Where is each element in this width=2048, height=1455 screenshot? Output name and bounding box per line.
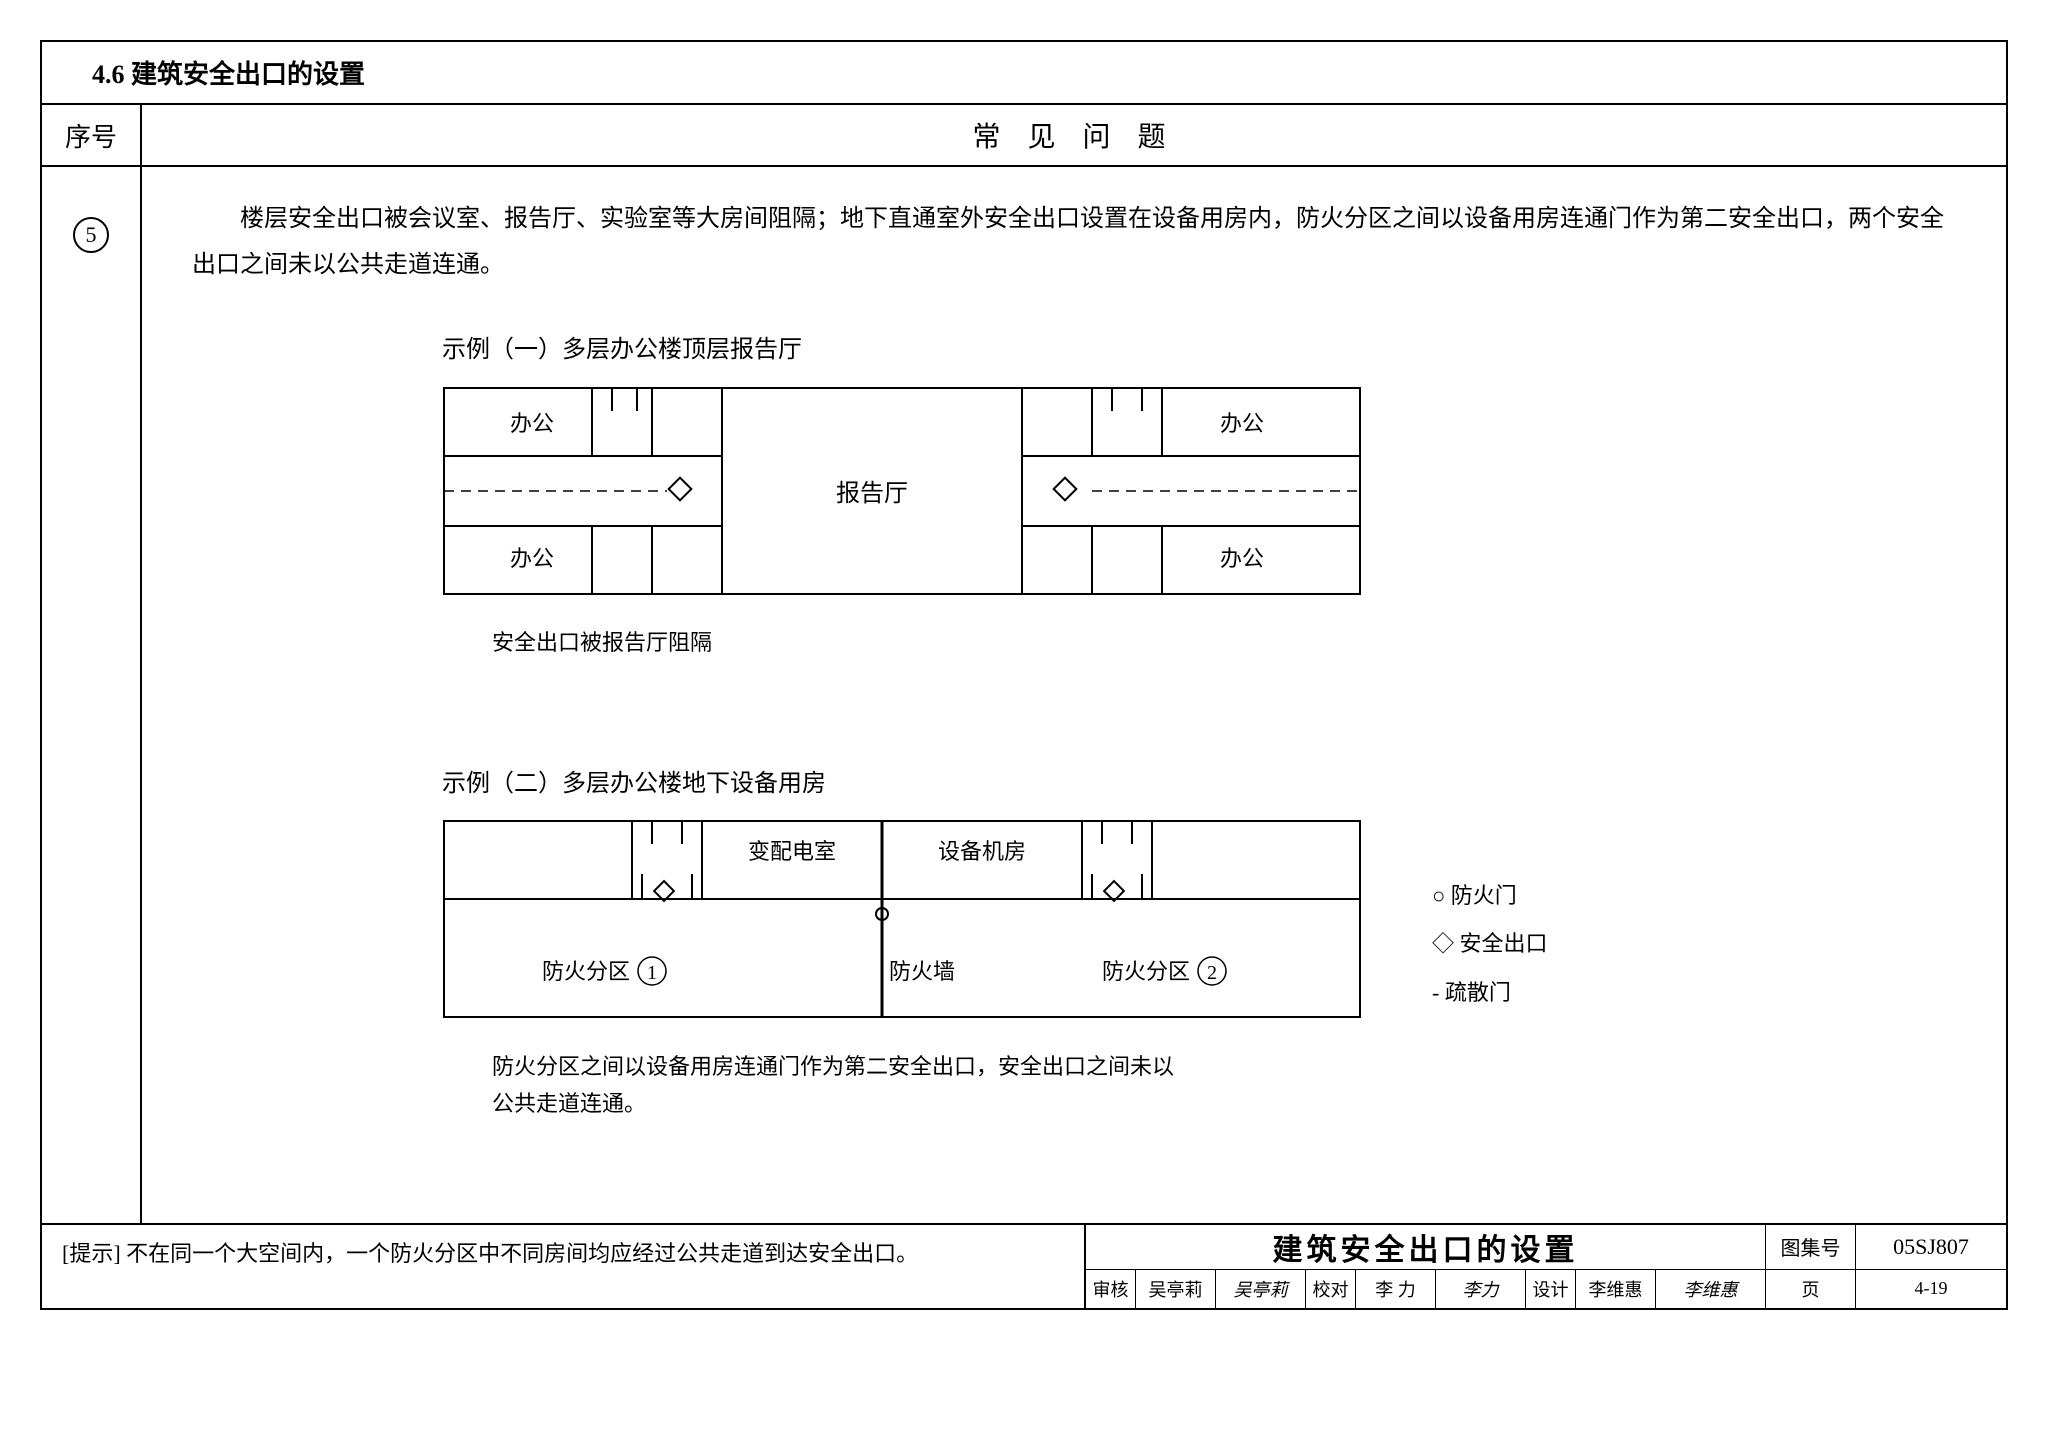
firewall-label: 防火墙	[889, 959, 955, 984]
tip-text: 不在同一个大空间内，一个防火分区中不同房间均应经过公共走道到达安全出口。	[126, 1241, 918, 1266]
design-name: 李维惠	[1576, 1270, 1656, 1308]
seq-col: 5	[42, 167, 142, 1223]
room-office: 办公	[510, 546, 554, 571]
page-label: 页	[1766, 1270, 1856, 1308]
check-label: 校对	[1306, 1270, 1356, 1308]
room-equipment: 设备机房	[938, 839, 1026, 864]
table-body: 5 楼层安全出口被会议室、报告厅、实验室等大房间阻隔；地下直通室外安全出口设置在…	[42, 167, 2006, 1223]
legend-exit: ◇ 安全出口	[1432, 920, 1548, 968]
content-col: 楼层安全出口被会议室、报告厅、实验室等大房间阻隔；地下直通室外安全出口设置在设备…	[142, 167, 2006, 1223]
item-description: 楼层安全出口被会议室、报告厅、实验室等大房间阻隔；地下直通室外安全出口设置在设备…	[192, 197, 1956, 288]
atlas-value: 05SJ807	[1856, 1225, 2006, 1269]
example-1-title: 示例（一）多层办公楼顶层报告厅	[442, 328, 1956, 374]
example-2-caption: 防火分区之间以设备用房连通门作为第二安全出口，安全出口之间未以公共走道连通。	[492, 1048, 1192, 1123]
room-office: 办公	[1220, 411, 1264, 436]
example-2-title: 示例（二）多层办公楼地下设备用房	[442, 762, 1956, 808]
check-sig: 李力	[1436, 1270, 1526, 1308]
section-title: 4.6 建筑安全出口的设置	[42, 42, 2006, 105]
review-sig: 吴亭莉	[1216, 1270, 1306, 1308]
legend: ○ 防火门 ◇ 安全出口 - 疏散门	[1432, 872, 1548, 1017]
legend-evac-door: - 疏散门	[1432, 969, 1548, 1017]
zone-label: 防火分区	[1102, 959, 1190, 984]
example-1: 示例（一）多层办公楼顶层报告厅	[442, 328, 1956, 662]
example-2: 示例（二）多层办公楼地下设备用房 变配电室	[442, 762, 1956, 1123]
example-1-diagram: 办公 办公 报告厅 办公 办公	[442, 386, 1362, 596]
zone-2: 2	[1207, 962, 1217, 984]
room-office: 办公	[510, 411, 554, 436]
header-issue: 常 见 问 题	[142, 105, 2006, 165]
example-2-diagram: 变配电室 设备机房 防火分区 1 防火墙	[442, 819, 1362, 1019]
item-number: 5	[73, 217, 109, 253]
page-value: 4-19	[1856, 1270, 2006, 1308]
room-office: 办公	[1220, 546, 1264, 571]
table-header: 序号 常 见 问 题	[42, 105, 2006, 167]
design-sig: 李维惠	[1656, 1270, 1766, 1308]
room-transformer: 变配电室	[748, 839, 836, 864]
drawing-title: 建筑安全出口的设置	[1086, 1225, 1766, 1269]
review-label: 审核	[1086, 1270, 1136, 1308]
footer: [提示] 不在同一个大空间内，一个防火分区中不同房间均应经过公共走道到达安全出口…	[42, 1223, 2006, 1308]
example-1-caption: 安全出口被报告厅阻隔	[492, 624, 1192, 661]
review-name: 吴亭莉	[1136, 1270, 1216, 1308]
tip-label: [提示]	[62, 1241, 121, 1266]
section-number: 4.6	[92, 60, 125, 89]
check-name: 李 力	[1356, 1270, 1436, 1308]
footer-titleblock: 建筑安全出口的设置 图集号 05SJ807 审核 吴亭莉 吴亭莉 校对 李 力 …	[1086, 1225, 2006, 1308]
legend-fire-door: ○ 防火门	[1432, 872, 1548, 920]
room-hall: 报告厅	[836, 480, 908, 507]
zone-1: 1	[647, 962, 657, 984]
page-frame: 4.6 建筑安全出口的设置 序号 常 见 问 题 5 楼层安全出口被会议室、报告…	[40, 40, 2008, 1310]
header-seq: 序号	[42, 105, 142, 165]
design-label: 设计	[1526, 1270, 1576, 1308]
section-title-text: 建筑安全出口的设置	[131, 60, 365, 89]
zone-label: 防火分区	[542, 959, 630, 984]
atlas-label: 图集号	[1766, 1225, 1856, 1269]
footer-tip: [提示] 不在同一个大空间内，一个防火分区中不同房间均应经过公共走道到达安全出口…	[42, 1225, 1086, 1308]
